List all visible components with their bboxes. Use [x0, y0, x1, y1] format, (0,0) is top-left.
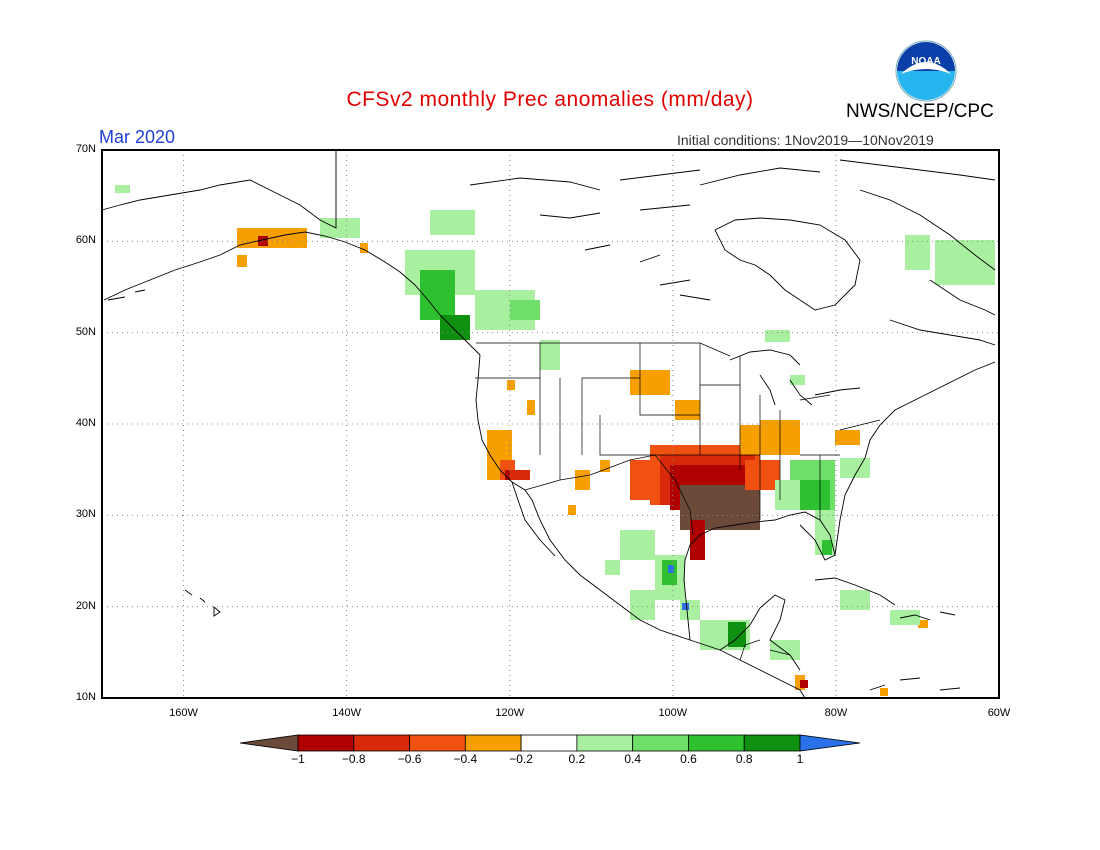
anomaly-cell: [668, 565, 674, 573]
colorbar-tick-label: 0.6: [680, 752, 697, 766]
anomaly-cell: [730, 495, 760, 525]
anomaly-cell: [682, 603, 689, 610]
colorbar-segment: [520, 734, 578, 752]
longitude-label: 100W: [658, 707, 688, 719]
colorbar-segment: [297, 734, 355, 752]
anomaly-cell: [890, 610, 920, 625]
anomaly-cell: [800, 680, 808, 688]
latitude-label: 60N: [75, 234, 96, 247]
longitude-label: 60W: [987, 707, 1011, 719]
colorbar-segment: [576, 734, 634, 752]
anomaly-cell: [568, 505, 576, 515]
colorbar-tick-label: −1: [291, 752, 305, 766]
colorbar-segment: [632, 734, 689, 752]
anomaly-cell: [540, 340, 560, 370]
colorbar-segment: [409, 734, 466, 752]
initial-conditions: Initial conditions: 1Nov2019—10Nov2019: [677, 132, 934, 148]
anomaly-cell: [765, 330, 790, 342]
anomaly-cell: [440, 315, 470, 340]
anomaly-cell: [630, 460, 650, 500]
colorbar-segment: [743, 734, 801, 752]
map-frame: [101, 149, 1000, 699]
longitude-label: 160W: [169, 707, 198, 719]
political-borders: [475, 342, 881, 661]
anomaly-cell: [115, 185, 130, 193]
colorbar-tick-label: −0.2: [509, 752, 533, 766]
anomaly-cell: [918, 620, 928, 628]
longitude-label: 140W: [332, 707, 361, 719]
colorbar-segment: [688, 734, 745, 752]
anomaly-cell: [430, 210, 475, 235]
anomaly-cell: [880, 688, 888, 696]
anomaly-cell: [360, 243, 368, 253]
anomaly-cell: [822, 540, 832, 555]
colorbar-tick-label: 0.2: [568, 752, 586, 766]
anomaly-cell: [690, 520, 705, 560]
anomaly-cell: [630, 370, 670, 395]
colorbar-tick-label: −0.4: [453, 752, 478, 766]
latitude-label: 20N: [75, 599, 96, 612]
anomaly-cell: [510, 300, 540, 320]
anomaly-cell: [237, 255, 247, 267]
anomaly-cell: [728, 622, 746, 647]
longitude-label: 120W: [495, 707, 525, 719]
latitude-label: 30N: [75, 508, 96, 521]
anomaly-cell: [600, 460, 610, 472]
map-title: CFSv2 monthly Prec anomalies (mm/day): [346, 88, 754, 111]
colorbar-segment: [464, 734, 522, 752]
colorbar-tick-label: 0.4: [624, 752, 641, 766]
anomaly-cell: [620, 530, 655, 560]
longitude-label: 80W: [824, 707, 848, 719]
anomaly-cell: [575, 470, 590, 490]
colorbar-max-arrow: [799, 734, 861, 752]
anomaly-cell: [745, 460, 780, 490]
latitude-label: 10N: [75, 691, 96, 703]
anomaly-cell: [510, 470, 530, 480]
anomaly-cell: [527, 400, 535, 415]
latitude-label: 40N: [75, 417, 96, 429]
anomaly-cell: [605, 560, 620, 575]
colorbar-segment: [353, 734, 410, 752]
colorbar-tick-label: −0.8: [341, 752, 366, 766]
anomaly-cell: [320, 218, 360, 238]
latitude-label: 70N: [75, 143, 96, 155]
anomaly-cell: [905, 235, 930, 270]
anomaly-cell: [790, 375, 805, 385]
anomaly-cell: [770, 640, 800, 660]
colorbar-tick-label: 1: [796, 752, 804, 766]
colorbar-min-arrow: [239, 734, 299, 752]
colorbar-tick-label: −0.6: [397, 752, 422, 766]
anomaly-cell: [507, 380, 515, 390]
forecast-period: Mar 2020: [99, 127, 176, 147]
anomaly-cell: [835, 430, 860, 445]
anomaly-cell: [775, 480, 800, 510]
anomaly-fill: [115, 185, 995, 696]
organization-label: NWS/NCEP/CPC: [846, 101, 994, 122]
color-legend: [239, 734, 861, 752]
coastlines: [101, 150, 996, 699]
noaa-logo-icon: NOAA: [895, 40, 957, 102]
anomaly-cell: [800, 480, 830, 510]
anomaly-cell: [675, 400, 700, 420]
colorbar-tick-label: 0.8: [735, 752, 753, 766]
svg-text:NOAA: NOAA: [911, 56, 940, 67]
anomaly-cell: [840, 590, 870, 610]
latitude-label: 50N: [75, 325, 96, 338]
anomaly-cell: [630, 590, 655, 620]
